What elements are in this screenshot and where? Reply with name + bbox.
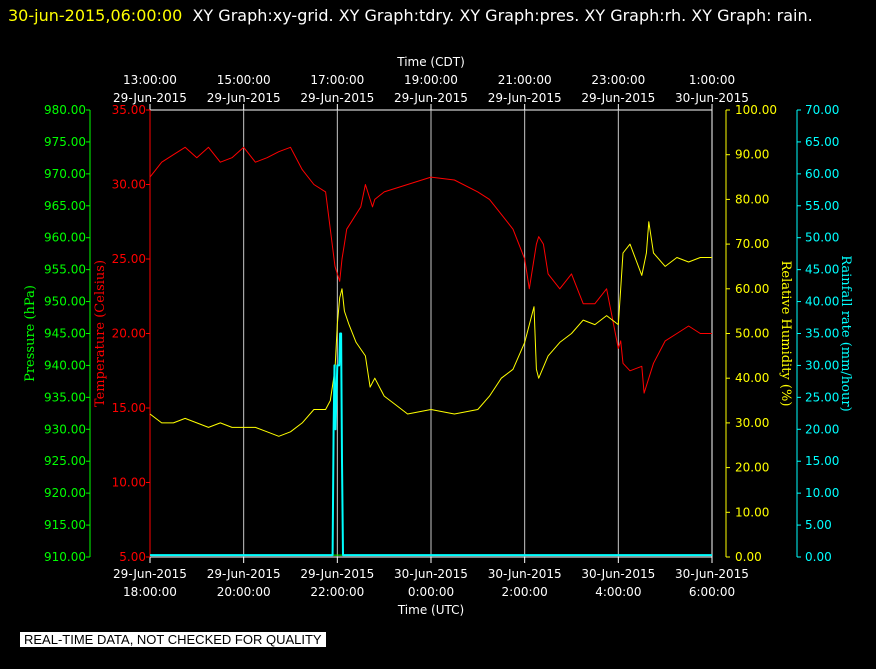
humidity-tick-label: 90.00	[735, 148, 769, 162]
pressure-tick-label: 965.00	[44, 199, 86, 213]
pressure-tick-label: 945.00	[44, 327, 86, 341]
top-tick-label: 23:00:00	[591, 73, 645, 87]
series-temperature	[149, 146, 712, 394]
rain-tick-label: 10.00	[805, 486, 839, 500]
temperature-tick-label: 20.00	[112, 327, 146, 341]
pressure-tick-label: 925.00	[44, 454, 86, 468]
rain-tick-label: 65.00	[805, 135, 839, 149]
bottom-tick-label: 29-Jun-2015	[113, 567, 187, 581]
bottom-tick-label: 20:00:00	[217, 585, 271, 599]
rain-tick-label: 40.00	[805, 295, 839, 309]
humidity-axis-title: Relative Humidity (%)	[778, 261, 793, 407]
top-tick-label: 1:00:00	[689, 73, 735, 87]
pressure-tick-label: 920.00	[44, 486, 86, 500]
rain-tick-label: 45.00	[805, 263, 839, 277]
humidity-tick-label: 60.00	[735, 282, 769, 296]
rain-tick-label: 55.00	[805, 199, 839, 213]
pressure-tick-label: 970.00	[44, 167, 86, 181]
humidity-tick-label: 20.00	[735, 461, 769, 475]
temperature-tick-label: 30.00	[112, 178, 146, 192]
pressure-tick-label: 960.00	[44, 231, 86, 245]
top-tick-label: 29-Jun-2015	[488, 91, 562, 105]
header-timestamp: 30-jun-2015,06:00:00	[8, 6, 183, 25]
pressure-axis-title: Pressure (hPa)	[23, 285, 38, 382]
humidity-tick-label: 50.00	[735, 327, 769, 341]
series-rain	[150, 332, 712, 557]
humidity-tick-label: 10.00	[735, 505, 769, 519]
top-tick-label: 21:00:00	[498, 73, 552, 87]
pressure-tick-label: 975.00	[44, 135, 86, 149]
pressure-tick-label: 950.00	[44, 295, 86, 309]
rain-tick-label: 30.00	[805, 358, 839, 372]
temperature-axis-title: Temperature (Celsius)	[93, 260, 108, 407]
rain-tick-label: 25.00	[805, 390, 839, 404]
top-axis-title: Time (CDT)	[396, 55, 465, 69]
rain-tick-label: 20.00	[805, 422, 839, 436]
bottom-tick-label: 29-Jun-2015	[300, 567, 374, 581]
bottom-tick-label: 22:00:00	[310, 585, 364, 599]
bottom-tick-label: 30-Jun-2015	[394, 567, 468, 581]
rain-tick-label: 15.00	[805, 454, 839, 468]
temperature-tick-label: 5.00	[119, 550, 146, 564]
humidity-tick-label: 0.00	[735, 550, 762, 564]
bottom-axis-title: Time (UTC)	[397, 603, 464, 617]
top-tick-label: 29-Jun-2015	[113, 91, 187, 105]
top-tick-label: 30-Jun-2015	[675, 91, 749, 105]
humidity-tick-label: 70.00	[735, 237, 769, 251]
top-tick-label: 15:00:00	[217, 73, 271, 87]
temperature-tick-label: 35.00	[112, 103, 146, 117]
top-tick-label: 19:00:00	[404, 73, 458, 87]
bottom-tick-label: 6:00:00	[689, 585, 735, 599]
top-tick-label: 13:00:00	[123, 73, 177, 87]
pressure-tick-label: 955.00	[44, 263, 86, 277]
pressure-tick-label: 915.00	[44, 518, 86, 532]
top-tick-label: 29-Jun-2015	[394, 91, 468, 105]
bottom-tick-label: 2:00:00	[502, 585, 548, 599]
humidity-tick-label: 80.00	[735, 192, 769, 206]
humidity-tick-label: 30.00	[735, 416, 769, 430]
pressure-tick-label: 910.00	[44, 550, 86, 564]
top-tick-label: 29-Jun-2015	[207, 91, 281, 105]
rain-axis-title: Rainfall rate (mm/hour)	[838, 255, 853, 411]
header-graph-list: XY Graph:xy-grid. XY Graph:tdry. XY Grap…	[192, 6, 813, 25]
bottom-tick-label: 30-Jun-2015	[675, 567, 749, 581]
series-humidity	[149, 221, 712, 437]
top-tick-label: 29-Jun-2015	[300, 91, 374, 105]
rain-tick-label: 50.00	[805, 231, 839, 245]
bottom-tick-label: 30-Jun-2015	[581, 567, 655, 581]
pressure-tick-label: 940.00	[44, 358, 86, 372]
quality-disclaimer: REAL-TIME DATA, NOT CHECKED FOR QUALITY	[20, 632, 326, 647]
pressure-tick-label: 980.00	[44, 103, 86, 117]
pressure-tick-label: 930.00	[44, 422, 86, 436]
bottom-tick-label: 0:00:00	[408, 585, 454, 599]
rain-tick-label: 0.00	[805, 550, 832, 564]
temperature-tick-label: 15.00	[112, 401, 146, 415]
temperature-tick-label: 10.00	[112, 476, 146, 490]
rain-tick-label: 5.00	[805, 518, 832, 532]
humidity-tick-label: 40.00	[735, 371, 769, 385]
bottom-tick-label: 18:00:00	[123, 585, 177, 599]
bottom-tick-label: 30-Jun-2015	[488, 567, 562, 581]
humidity-tick-label: 100.00	[735, 103, 777, 117]
top-tick-label: 29-Jun-2015	[581, 91, 655, 105]
rain-tick-label: 60.00	[805, 167, 839, 181]
graph-header: 30-jun-2015,06:00:00 XY Graph:xy-grid. X…	[8, 2, 858, 29]
rain-tick-label: 35.00	[805, 327, 839, 341]
bottom-tick-label: 29-Jun-2015	[207, 567, 281, 581]
bottom-tick-label: 4:00:00	[595, 585, 641, 599]
temperature-tick-label: 25.00	[112, 252, 146, 266]
top-tick-label: 17:00:00	[310, 73, 364, 87]
pressure-tick-label: 935.00	[44, 390, 86, 404]
rain-tick-label: 70.00	[805, 103, 839, 117]
